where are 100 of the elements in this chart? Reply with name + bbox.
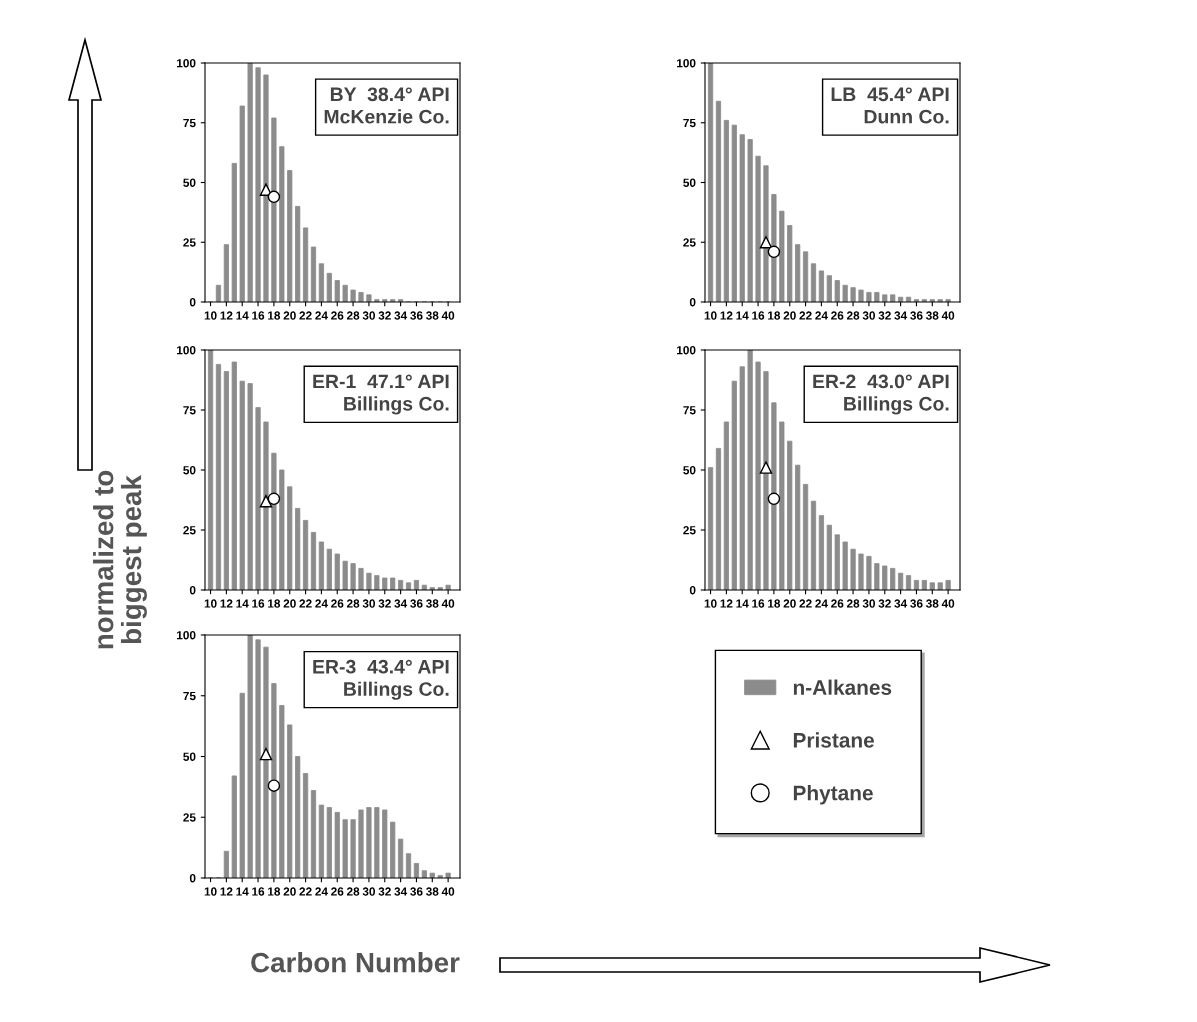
x-tick-label: 10: [204, 887, 217, 896]
x-tick-label: 20: [283, 311, 296, 320]
y-tick-label: 50: [183, 178, 196, 187]
annotation: LB 45.4° API Dunn Co.: [831, 87, 949, 124]
bar: [279, 705, 285, 878]
x-tick-label: 10: [204, 599, 217, 608]
bar: [255, 639, 261, 878]
legend-label: Phytane: [793, 785, 873, 805]
bar: [350, 289, 356, 302]
x-tick-label: 16: [752, 599, 765, 608]
bar: [295, 507, 301, 590]
bar: [239, 380, 245, 590]
x-tick-label: 34: [394, 311, 408, 320]
x-tick-label: 14: [236, 887, 249, 896]
bar: [326, 807, 332, 878]
bar: [802, 483, 809, 590]
x-tick-label: 10: [704, 599, 717, 608]
x-tick-label: 14: [236, 599, 249, 608]
bar: [763, 165, 769, 302]
bar: [398, 838, 404, 878]
bar: [795, 464, 801, 590]
legend-label: Pristane: [793, 732, 874, 748]
bar: [731, 380, 737, 590]
bar: [231, 162, 237, 302]
x-tick-label: 38: [925, 599, 939, 608]
x-tick-label: 40: [441, 311, 455, 320]
y-tick-label: 75: [683, 406, 696, 415]
x-tick-label: 32: [878, 599, 891, 608]
bar: [358, 809, 364, 878]
bar: [802, 251, 809, 302]
bar: [834, 534, 840, 590]
y-tick-label: 100: [177, 631, 196, 640]
x-tick-label: 24: [315, 887, 328, 896]
bar: [937, 582, 943, 590]
x-tick-label: 30: [362, 599, 376, 608]
x-tick-label: 22: [299, 599, 312, 608]
bar: [247, 383, 253, 590]
y-tick-label: 0: [189, 586, 196, 595]
x-tick-label: 24: [815, 599, 828, 608]
x-tick-label: 28: [846, 599, 860, 608]
x-tick-label: 30: [862, 311, 876, 320]
bar: [723, 421, 729, 590]
y-tick-label: 50: [683, 466, 696, 475]
x-tick-label: 26: [831, 311, 844, 320]
y-tick-label: 0: [189, 874, 196, 883]
x-tick-label: 12: [220, 311, 233, 320]
bar: [287, 486, 293, 590]
x-tick-label: 12: [720, 311, 733, 320]
bar: [905, 575, 912, 590]
bar: [302, 773, 309, 878]
x-tick-label: 20: [283, 599, 296, 608]
bar: [779, 421, 785, 590]
bar: [445, 872, 451, 878]
y-tick-label: 100: [677, 346, 696, 355]
bar: [239, 692, 245, 878]
bar: [279, 469, 285, 590]
x-tick-label: 14: [236, 311, 249, 320]
x-tick-label: 38: [425, 311, 439, 320]
bar: [302, 227, 309, 302]
y-tick-label: 100: [177, 59, 196, 68]
bar: [858, 553, 864, 590]
x-tick-label: 22: [799, 599, 812, 608]
bar: [755, 155, 761, 302]
bar: [247, 635, 253, 878]
bar: [850, 287, 856, 302]
bar: [310, 246, 317, 302]
bar: [731, 124, 737, 302]
x-tick-label: 32: [378, 311, 391, 320]
x-tick-label: 38: [425, 599, 439, 608]
bar: [263, 74, 269, 302]
x-tick-label: 28: [346, 311, 360, 320]
bar: [310, 531, 317, 590]
annotation: ER-3 43.4° API Billings Co.: [313, 659, 449, 700]
x-axis-title: Carbon Number: [251, 952, 460, 973]
bar: [215, 284, 222, 302]
bar: [255, 67, 261, 302]
bar: [747, 350, 753, 590]
bar: [747, 139, 753, 302]
bar: [302, 519, 309, 590]
bar: [287, 170, 293, 302]
x-tick-label: 36: [910, 599, 923, 608]
x-tick-label: 36: [410, 599, 423, 608]
bar: [318, 263, 325, 302]
bar: [795, 244, 801, 302]
bar: [263, 646, 269, 878]
x-tick-label: 26: [831, 599, 844, 608]
x-tick-label: 14: [736, 311, 749, 320]
bar: [842, 541, 848, 590]
y-tick-label: 0: [689, 298, 696, 307]
x-tick-label: 28: [346, 887, 360, 896]
bar: [390, 577, 396, 590]
bar: [334, 811, 340, 878]
x-tick-label: 34: [894, 311, 908, 320]
x-tick-label: 24: [815, 311, 828, 320]
bar: [421, 870, 427, 878]
bar: [882, 294, 888, 302]
x-tick-label: 18: [268, 599, 281, 608]
bar: [405, 582, 412, 590]
y-tick-label: 50: [183, 466, 196, 475]
bar: [850, 548, 856, 590]
